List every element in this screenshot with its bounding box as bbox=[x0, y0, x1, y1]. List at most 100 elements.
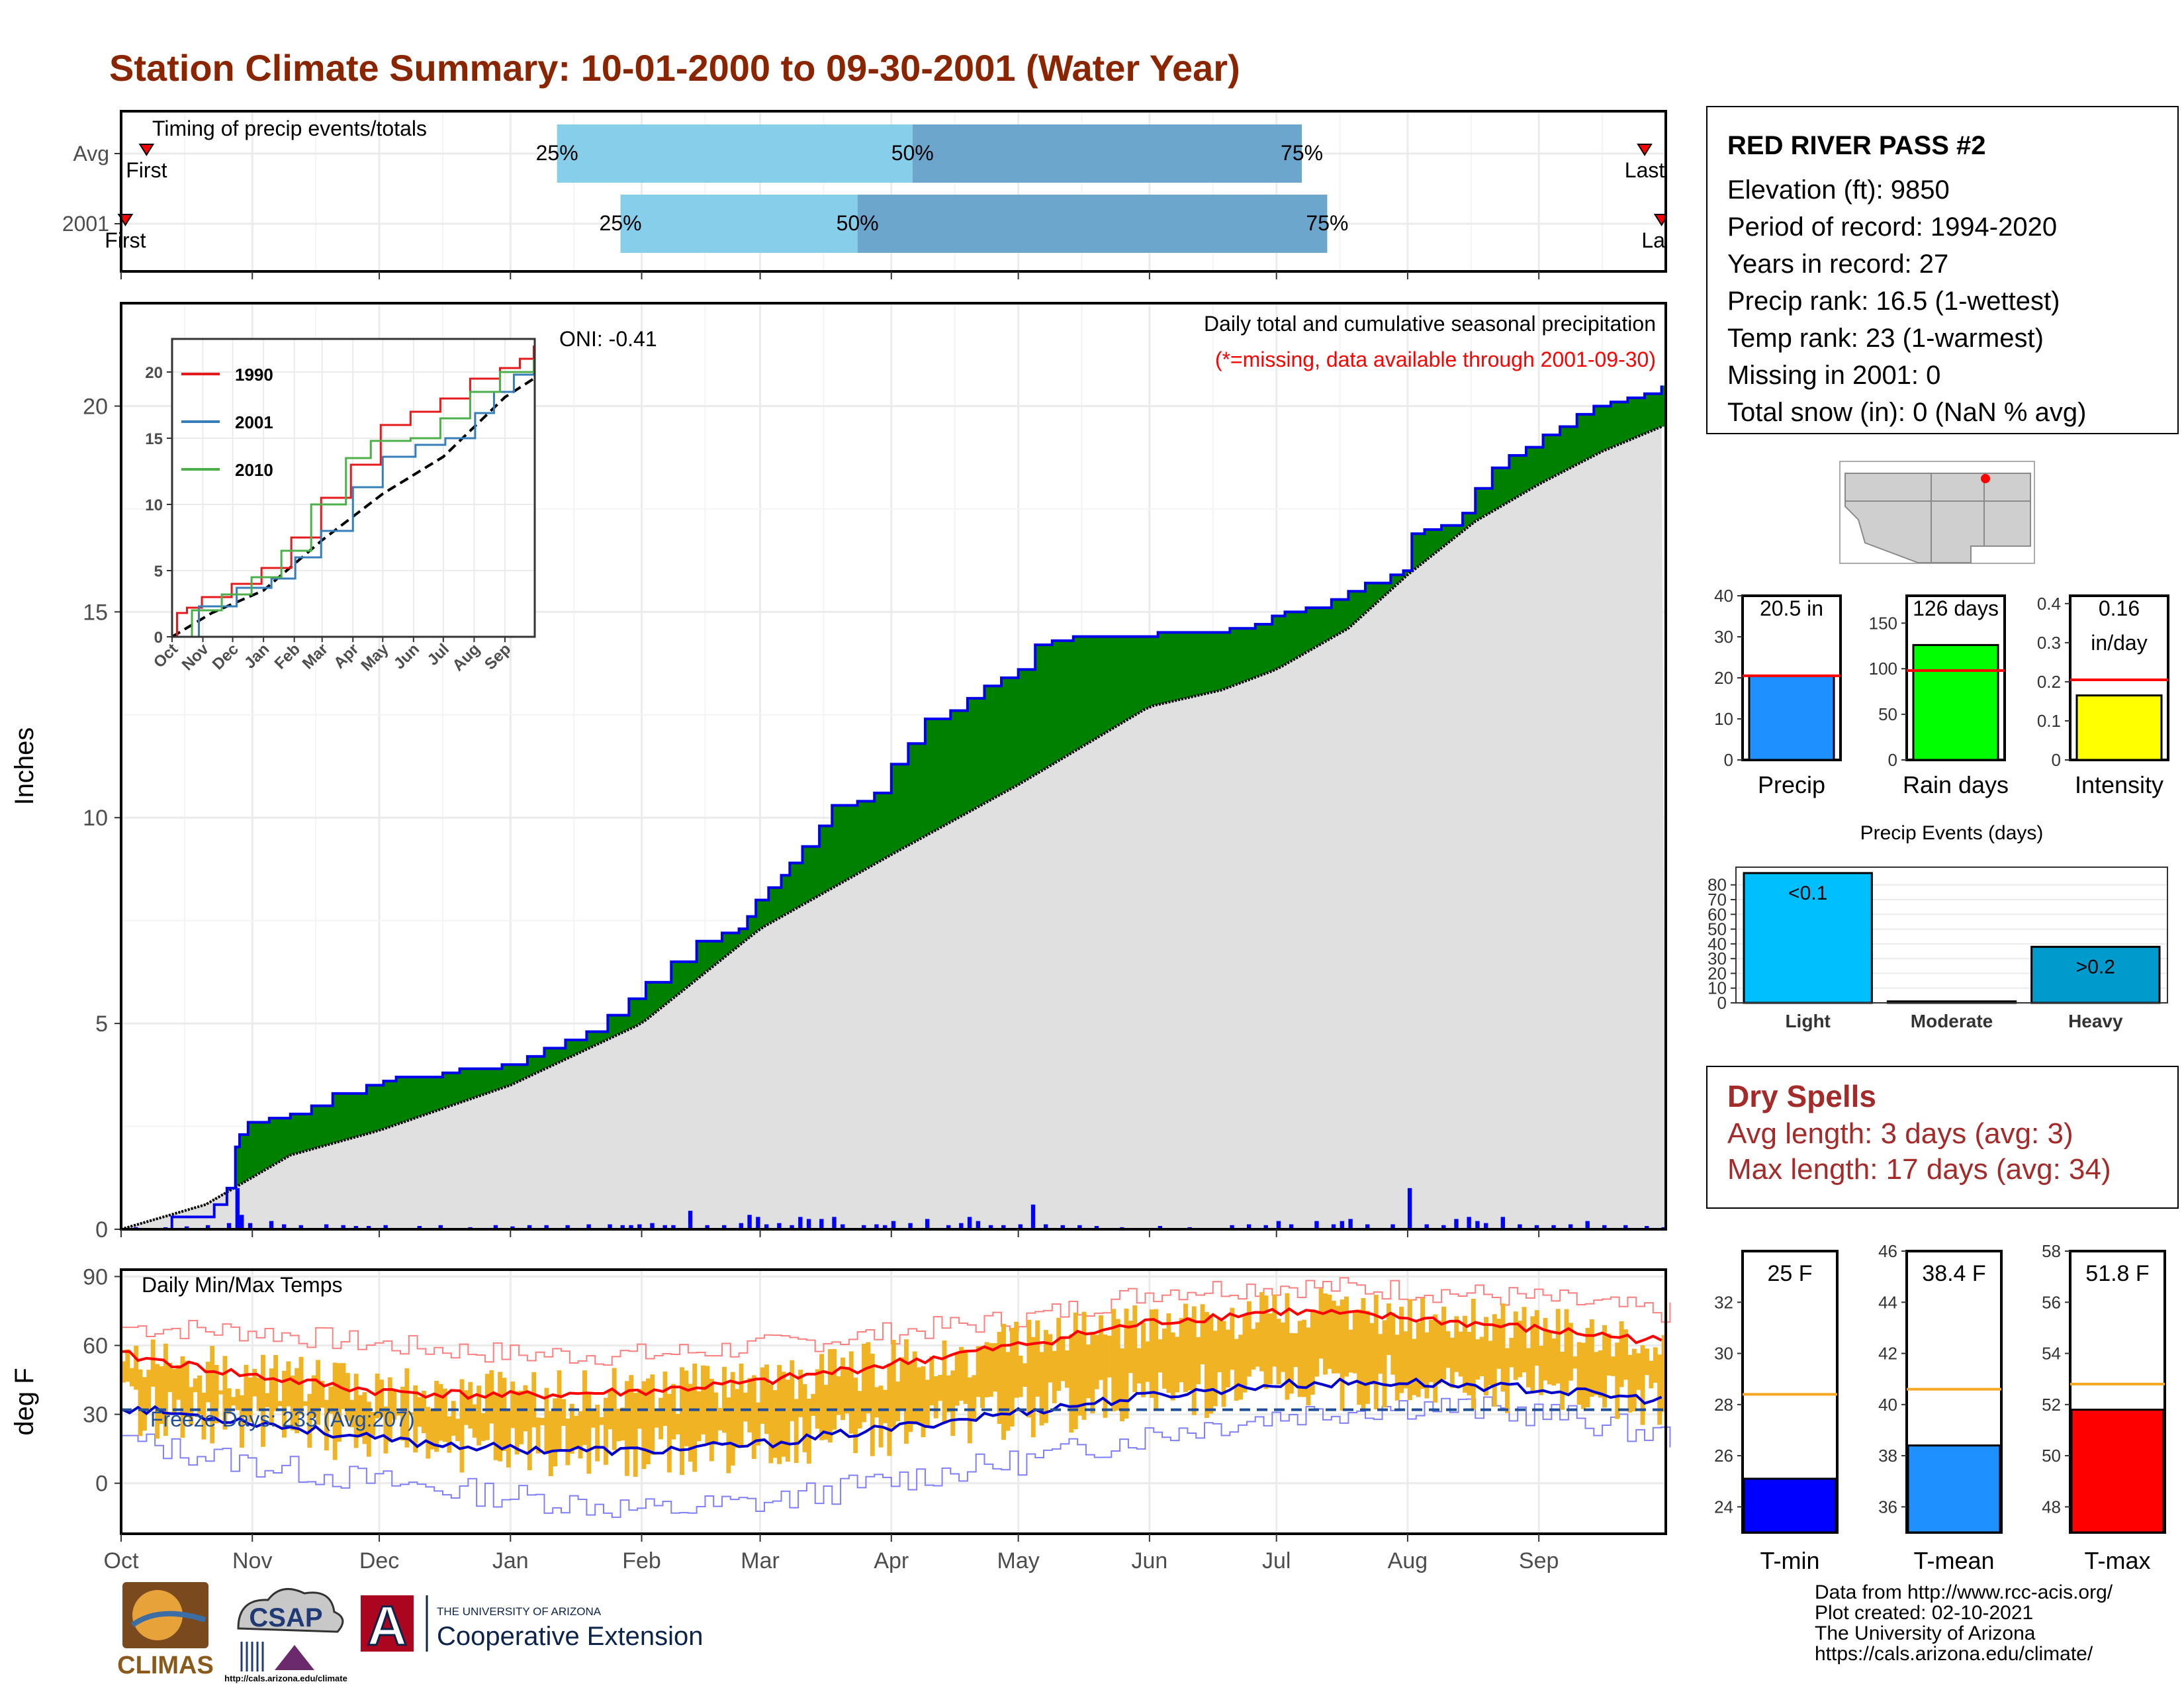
above-avg-fill bbox=[519, 1064, 524, 1080]
above-avg-fill bbox=[1242, 628, 1248, 682]
above-avg-fill bbox=[590, 1031, 596, 1047]
above-avg-fill bbox=[1403, 571, 1408, 577]
month-tick-label: Jun bbox=[1131, 1548, 1167, 1573]
above-avg-fill bbox=[1589, 414, 1594, 457]
first-label: First bbox=[126, 158, 167, 182]
daily-temp-bar bbox=[477, 1385, 482, 1446]
daily-temp-bar bbox=[1314, 1312, 1320, 1377]
daily-temp-bar bbox=[1449, 1337, 1455, 1388]
above-avg-fill bbox=[320, 1105, 325, 1147]
daily-temp-bar bbox=[231, 1397, 236, 1406]
daily-temp-chart: 0 30 60 90 Daily Min/Max Temps Freeze Days: 2… bbox=[10, 1264, 1671, 1573]
daily-temp-bar bbox=[502, 1378, 507, 1452]
daily-precip-bar bbox=[976, 1221, 981, 1229]
daily-temp-bar bbox=[1323, 1293, 1328, 1375]
above-avg-fill bbox=[760, 900, 765, 928]
daily-temp-bar bbox=[180, 1356, 185, 1438]
daily-precip-bar bbox=[1077, 1225, 1082, 1229]
daily-temp-bar bbox=[1166, 1313, 1171, 1393]
above-avg-fill bbox=[1149, 636, 1154, 706]
daily-temp-bar bbox=[332, 1362, 338, 1460]
above-avg-fill bbox=[1030, 669, 1036, 776]
above-avg-fill bbox=[1060, 640, 1066, 759]
above-avg-fill bbox=[1035, 645, 1040, 774]
above-avg-fill bbox=[735, 933, 740, 948]
daily-precip-bar bbox=[764, 1224, 769, 1229]
above-avg-fill bbox=[925, 718, 930, 835]
daily-temp-bar bbox=[535, 1417, 541, 1454]
daily-temp-bar bbox=[933, 1376, 938, 1419]
inset-y-tick-label: 5 bbox=[154, 563, 163, 581]
timing-row-label: 2001 bbox=[62, 212, 109, 236]
daily-temp-bar bbox=[1589, 1319, 1594, 1397]
daily-temp-bar bbox=[781, 1372, 786, 1457]
daily-temp-bar bbox=[832, 1348, 837, 1430]
station-info-line: Total snow (in): 0 (NaN % avg) bbox=[1727, 398, 2087, 427]
above-avg-fill bbox=[1357, 591, 1362, 619]
above-avg-fill bbox=[1276, 616, 1281, 669]
above-avg-fill bbox=[798, 863, 803, 906]
daily-temp-bar bbox=[1026, 1319, 1032, 1418]
above-avg-fill bbox=[1602, 406, 1608, 451]
mini-value-label: 20.5 in bbox=[1760, 596, 1823, 620]
daily-temp-bar bbox=[603, 1397, 608, 1465]
daily-precip-bar bbox=[1585, 1221, 1590, 1229]
daily-temp-bar bbox=[1458, 1331, 1463, 1377]
daily-temp-bar bbox=[1191, 1306, 1197, 1415]
above-avg-fill bbox=[383, 1081, 388, 1129]
above-avg-fill bbox=[1120, 636, 1125, 724]
daily-temp-bar bbox=[506, 1409, 511, 1468]
daily-temp-bar bbox=[659, 1397, 663, 1440]
above-avg-fill bbox=[620, 1015, 625, 1033]
daily-temp-bar bbox=[1518, 1321, 1523, 1378]
daily-temp-bar bbox=[489, 1370, 494, 1424]
quartile-bar-25-50 bbox=[620, 195, 858, 253]
mini-y-tick-label: 0.1 bbox=[2037, 711, 2061, 731]
daily-temp-bar bbox=[997, 1332, 1002, 1425]
above-avg-fill bbox=[392, 1081, 397, 1126]
daily-temp-bar bbox=[582, 1370, 587, 1445]
missing-data-note: (*=missing, data available through 2001-… bbox=[1215, 348, 1656, 371]
above-avg-fill bbox=[1014, 677, 1019, 786]
events-y-tick-label: 10 bbox=[1707, 978, 1727, 998]
daily-temp-bar bbox=[1099, 1315, 1104, 1380]
daily-precip-bar bbox=[1484, 1223, 1488, 1229]
main-y-axis-label: Inches bbox=[10, 727, 39, 806]
above-avg-fill bbox=[1191, 632, 1197, 696]
above-avg-fill bbox=[265, 1122, 270, 1169]
daily-temp-bar bbox=[806, 1398, 811, 1464]
daily-temp-bar bbox=[946, 1375, 951, 1413]
daily-temp-bar bbox=[1492, 1314, 1497, 1407]
above-avg-fill bbox=[608, 1015, 613, 1039]
above-avg-fill bbox=[917, 743, 922, 840]
daily-temp-bar bbox=[328, 1386, 334, 1414]
dry-spells-avg: Avg length: 3 days (avg: 3) bbox=[1727, 1117, 2073, 1150]
above-avg-fill bbox=[535, 1056, 541, 1072]
daily-temp-bar bbox=[629, 1375, 634, 1449]
above-avg-fill bbox=[1568, 426, 1573, 468]
above-avg-fill bbox=[595, 1031, 600, 1045]
events-y-tick-label: 50 bbox=[1707, 919, 1727, 939]
above-avg-fill bbox=[1513, 455, 1518, 498]
above-avg-fill bbox=[244, 1134, 249, 1182]
daily-temp-bar bbox=[988, 1343, 993, 1397]
above-avg-fill bbox=[666, 982, 672, 1002]
daily-precip-bar bbox=[806, 1219, 811, 1229]
above-avg-fill bbox=[1314, 608, 1320, 647]
daily-temp-bar bbox=[302, 1401, 308, 1406]
above-avg-fill bbox=[1005, 677, 1011, 791]
station-info-box: RED RIVER PASS #2 Elevation (ft): 9850 Pe… bbox=[1706, 106, 2179, 434]
events-bar-label: >0.2 bbox=[2076, 956, 2115, 978]
above-avg-fill bbox=[514, 1064, 520, 1082]
daily-precip-bar bbox=[205, 1225, 210, 1229]
above-avg-fill bbox=[1543, 434, 1548, 481]
above-avg-fill bbox=[1661, 385, 1666, 427]
daily-temp-bar bbox=[1056, 1317, 1062, 1391]
above-avg-fill bbox=[929, 718, 934, 833]
daily-temp-bar bbox=[1649, 1360, 1654, 1389]
mini-y-tick-label: 0 bbox=[1888, 750, 1897, 770]
above-avg-fill bbox=[1581, 414, 1586, 461]
above-avg-fill bbox=[1285, 612, 1290, 664]
above-avg-fill bbox=[1081, 636, 1087, 746]
above-avg-fill bbox=[726, 933, 731, 955]
